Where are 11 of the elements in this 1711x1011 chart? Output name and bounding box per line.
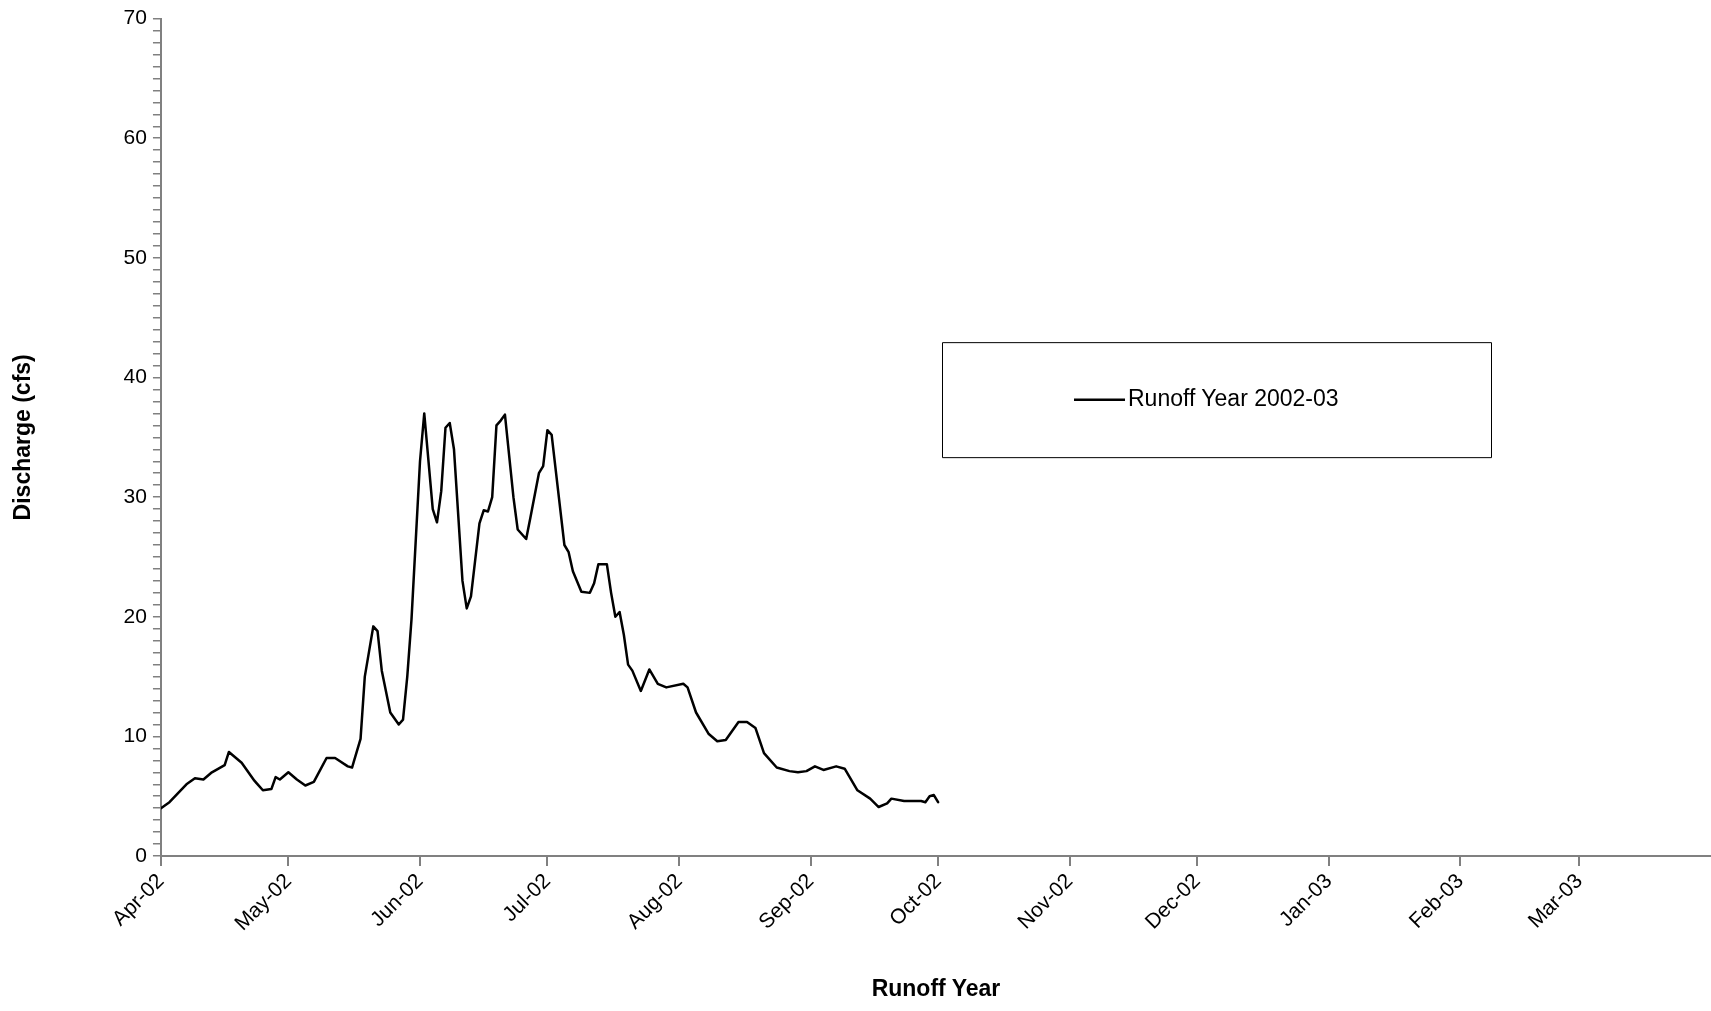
y-tick-label: 60: [123, 125, 147, 149]
y-tick-label: 70: [123, 5, 147, 29]
legend-label: Runoff Year 2002-03: [1128, 384, 1339, 411]
y-tick-label: 50: [123, 244, 147, 268]
y-tick-label: 20: [123, 603, 147, 627]
y-axis-title: Discharge (cfs): [9, 354, 36, 521]
y-tick-label: 40: [123, 364, 147, 388]
x-axis-title: Runoff Year: [871, 974, 1001, 1001]
y-tick-label: 0: [135, 842, 147, 866]
y-tick-label: 30: [123, 483, 147, 507]
y-tick-label: 10: [123, 723, 147, 747]
